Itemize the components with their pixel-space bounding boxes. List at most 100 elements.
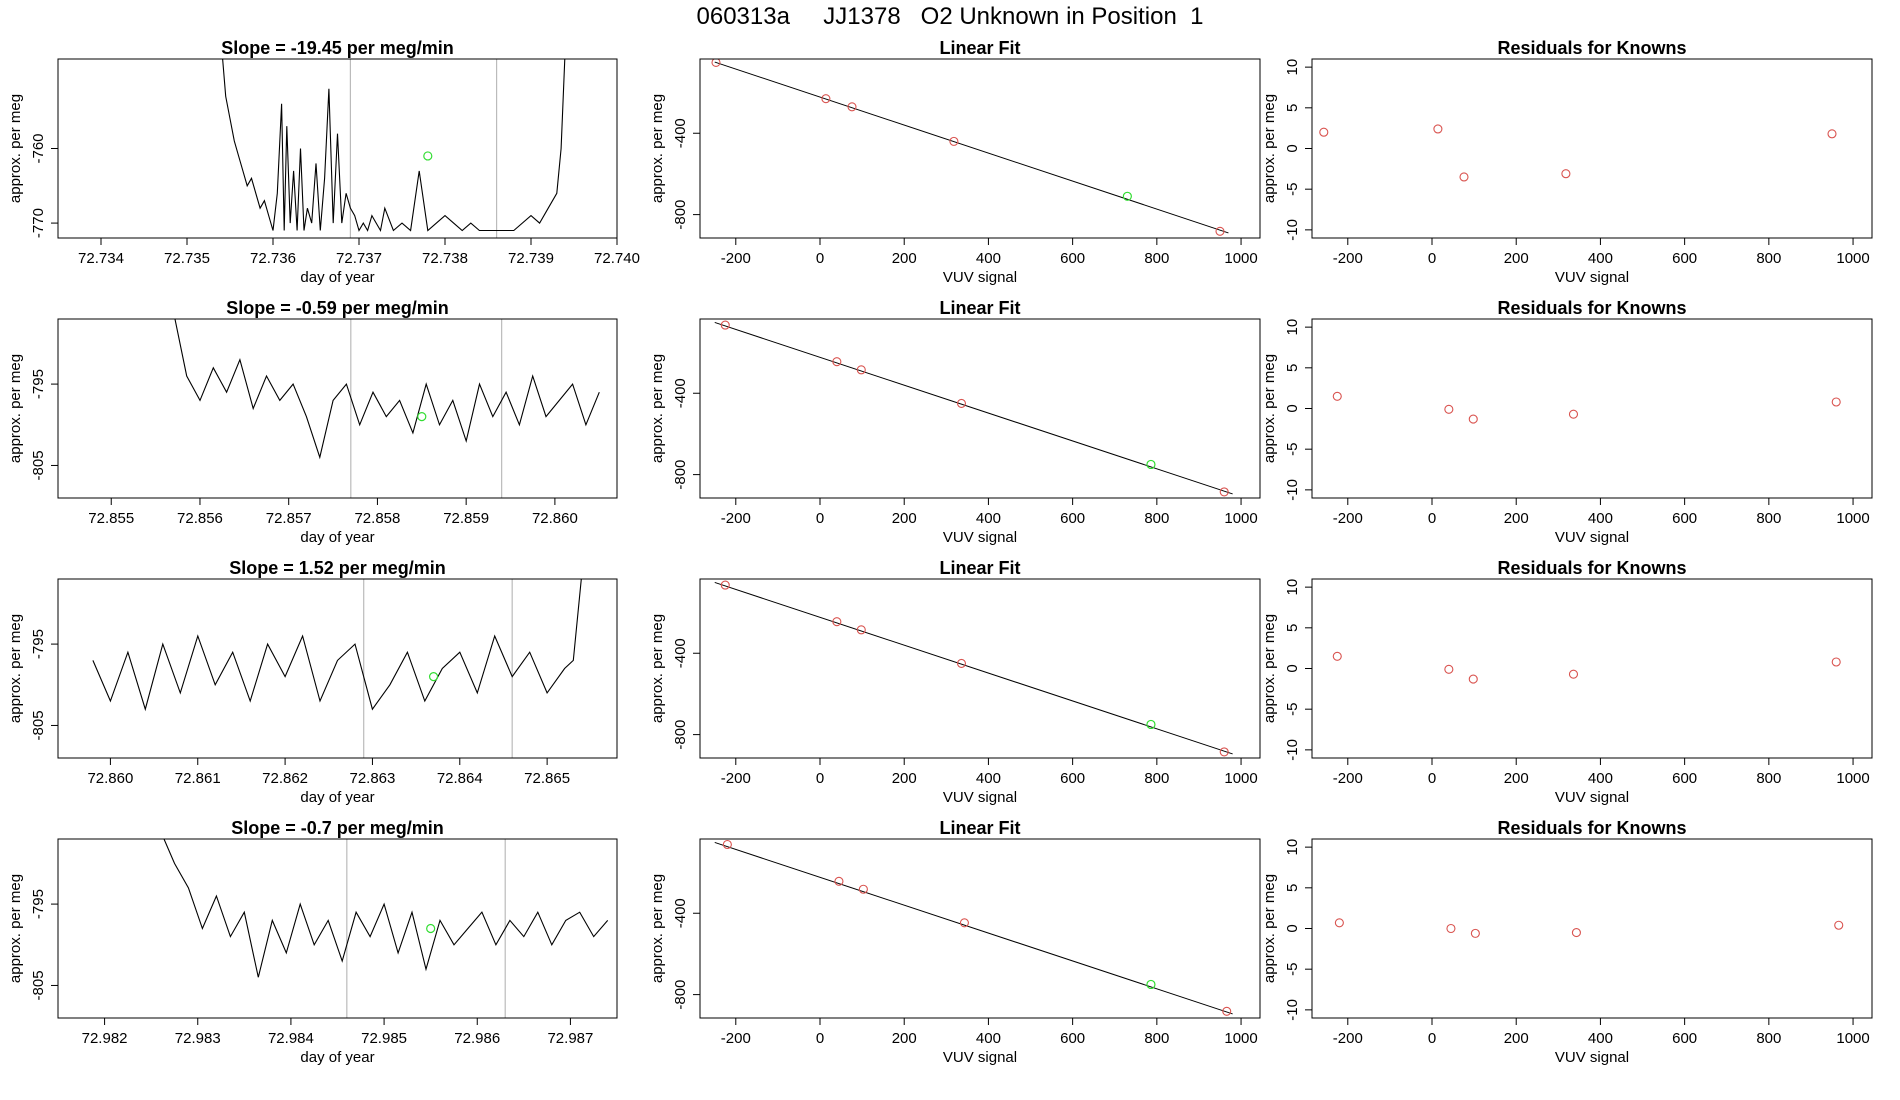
panel-r1-residuals: -200 0 200 400 600 800 1000 -10 -5 0 5 10 Residuals … (1261, 38, 1873, 286)
x-tick-label: 72.735 (164, 250, 210, 267)
fit-line (714, 61, 1229, 234)
x-tick-label: 72.985 (361, 1030, 407, 1047)
x-tick-label: 800 (1756, 1030, 1781, 1047)
plot-frame (57, 318, 618, 499)
x-tick-label: 72.740 (594, 250, 640, 267)
y-tick-label: 10 (1284, 579, 1301, 596)
known-point (1222, 1006, 1232, 1016)
figure-title: 060313a JJ1378 O2 Unknown in Position 1 (696, 3, 1204, 30)
x-tick-label: 0 (1428, 770, 1436, 787)
x-tick-label: 400 (976, 250, 1001, 267)
known-point (1444, 664, 1454, 674)
y-axis-label: approx. per meg (649, 874, 666, 983)
x-tick-label: 400 (1588, 510, 1613, 527)
x-tick-label: 800 (1756, 250, 1781, 267)
x-tick-label: 1000 (1224, 770, 1257, 787)
y-axis-label: approx. per meg (1261, 614, 1278, 723)
known-point (832, 357, 842, 367)
x-tick-label: 72.738 (422, 250, 468, 267)
plot-data-area (1332, 391, 1841, 424)
x-axis-label: day of year (300, 529, 374, 546)
x-tick-label: 72.737 (336, 250, 382, 267)
plot-frame (1311, 58, 1873, 239)
x-tick-label: 1000 (1836, 1030, 1869, 1047)
x-axis-label: VUV signal (1555, 789, 1629, 806)
known-point (1446, 923, 1456, 934)
panel-r3-residuals: -200 0 200 400 600 800 1000 -10 -5 0 5 10 Residuals … (1261, 558, 1873, 806)
known-point (1561, 169, 1571, 179)
x-tick-label: -200 (1333, 1030, 1363, 1047)
y-tick-label: 10 (1284, 839, 1301, 856)
x-tick-label: 72.856 (177, 510, 223, 527)
y-tick-label: -10 (1284, 219, 1301, 241)
x-tick-label: 0 (816, 250, 824, 267)
plot-data-area (1334, 918, 1844, 938)
y-tick-label: -10 (1284, 999, 1301, 1021)
unknown-point (423, 151, 433, 161)
known-point (1468, 414, 1478, 424)
plot-frame (699, 578, 1261, 759)
known-point (1444, 404, 1454, 414)
fit-line (714, 581, 1233, 755)
figure-title-bar: 060313a JJ1378 O2 Unknown in Position 1 (0, 0, 1900, 34)
x-axis-label: day of year (300, 1049, 374, 1066)
x-tick-label: 200 (1504, 1030, 1529, 1047)
known-point (1831, 397, 1841, 407)
x-tick-label: 600 (1672, 770, 1697, 787)
x-tick-label: 0 (1428, 250, 1436, 267)
known-point (1459, 172, 1469, 182)
y-axis-label: approx. per meg (1261, 874, 1278, 983)
known-point (858, 884, 868, 894)
known-point (1827, 129, 1837, 139)
panel-r4-linear-fit: -200 0 200 400 600 800 1000 -800 -400 Linear Fit V… (649, 818, 1261, 1066)
x-tick-label: 0 (1428, 510, 1436, 527)
known-point (832, 617, 842, 627)
panel-title: Residuals for Knowns (1497, 558, 1686, 578)
panel-title: Linear Fit (939, 298, 1020, 318)
panel-title: Slope = 1.52 per meg/min (229, 558, 446, 578)
x-tick-label: 72.982 (82, 1030, 128, 1047)
y-axis-label: approx. per meg (649, 614, 666, 723)
known-point (711, 59, 721, 68)
y-tick-label: -795 (30, 889, 47, 919)
known-point (956, 398, 967, 408)
x-axis-label: VUV signal (943, 269, 1017, 286)
known-point (949, 136, 959, 146)
panel-title: Residuals for Knowns (1497, 38, 1686, 58)
known-point (959, 918, 969, 928)
plot-frame (1311, 318, 1873, 499)
y-axis-label: approx. per meg (7, 354, 24, 463)
panel-r2-residuals: -200 0 200 400 600 800 1000 -10 -5 0 5 10 Residuals … (1261, 298, 1873, 546)
x-tick-label: -200 (1333, 770, 1363, 787)
y-tick-label: 5 (1284, 624, 1301, 632)
x-tick-label: 1000 (1836, 250, 1869, 267)
known-point (847, 102, 857, 112)
known-point (1470, 928, 1480, 938)
known-point (1319, 127, 1329, 137)
plot-frame (699, 838, 1261, 1019)
x-tick-label: 72.984 (268, 1030, 314, 1047)
x-tick-label: 600 (1672, 510, 1697, 527)
trace-line (92, 579, 582, 712)
x-tick-label: 200 (892, 770, 917, 787)
y-tick-label: -400 (672, 638, 689, 668)
plot-data-area (163, 839, 609, 1018)
x-tick-label: 600 (1060, 250, 1085, 267)
y-tick-label: -800 (672, 720, 689, 750)
x-tick-label: 72.858 (354, 510, 400, 527)
x-tick-label: 800 (1144, 510, 1169, 527)
x-tick-label: 800 (1756, 770, 1781, 787)
y-tick-label: -10 (1284, 479, 1301, 501)
x-tick-label: -200 (721, 770, 751, 787)
y-tick-label: -5 (1284, 183, 1301, 196)
fit-line (714, 841, 1233, 1015)
x-tick-label: 0 (816, 1030, 824, 1047)
x-axis-label: day of year (300, 269, 374, 286)
plot-frame (57, 58, 618, 239)
y-tick-label: -400 (672, 118, 689, 148)
x-tick-label: 200 (1504, 250, 1529, 267)
y-tick-label: -5 (1284, 443, 1301, 456)
y-tick-label: 0 (1284, 404, 1301, 412)
x-tick-label: 200 (1504, 770, 1529, 787)
x-tick-label: 1000 (1224, 250, 1257, 267)
